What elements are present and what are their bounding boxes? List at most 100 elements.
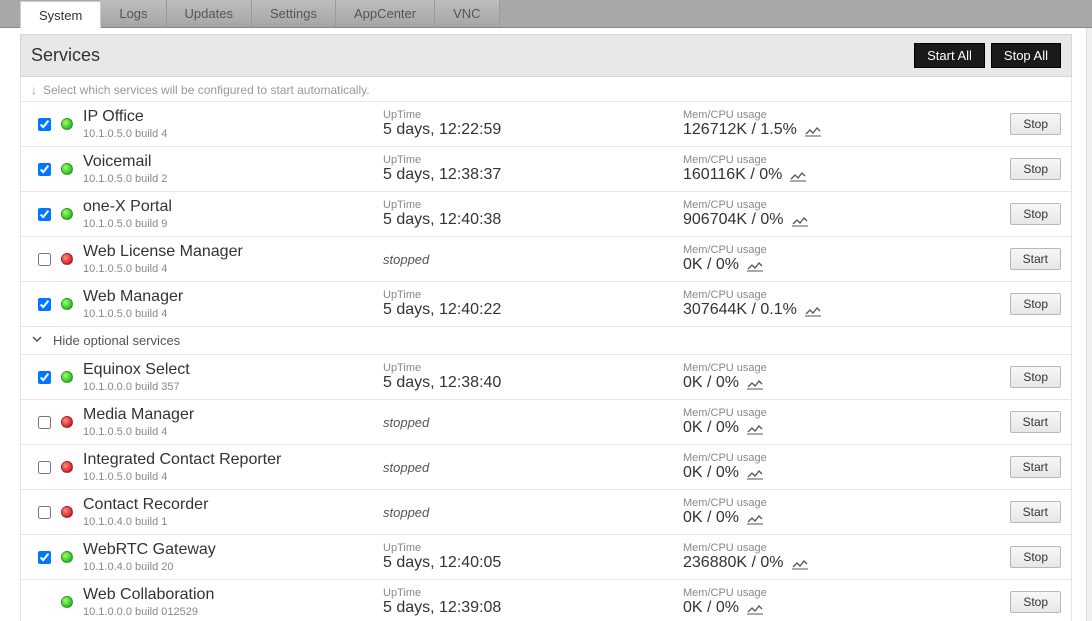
usage-value: 160116K / 0%	[683, 166, 782, 184]
service-row: Media Manager10.1.0.5.0 build 4stoppedMe…	[20, 400, 1072, 445]
autostart-checkbox[interactable]	[38, 506, 51, 519]
chart-icon[interactable]	[747, 512, 763, 524]
chart-icon[interactable]	[747, 602, 763, 614]
chart-icon[interactable]	[805, 304, 821, 316]
autostart-checkbox[interactable]	[38, 118, 51, 131]
usage-value: 236880K / 0%	[683, 554, 784, 572]
service-name: Integrated Contact Reporter	[83, 451, 383, 469]
service-row: Web License Manager10.1.0.5.0 build 4sto…	[20, 237, 1072, 282]
uptime-label: UpTime	[383, 154, 683, 166]
toggle-label: Hide optional services	[53, 333, 180, 348]
usage-label: Mem/CPU usage	[683, 452, 1001, 464]
uptime-label: UpTime	[383, 362, 683, 374]
uptime-label: UpTime	[383, 587, 683, 599]
chart-icon[interactable]	[792, 214, 808, 226]
service-row: Contact Recorder10.1.0.4.0 build 1stoppe…	[20, 490, 1072, 535]
usage-value: 0K / 0%	[683, 256, 739, 274]
service-build: 10.1.0.0.0 build 012529	[83, 606, 383, 618]
usage-label: Mem/CPU usage	[683, 542, 1001, 554]
chevron-down-icon	[31, 333, 43, 348]
usage-label: Mem/CPU usage	[683, 109, 1001, 121]
tab-vnc[interactable]: VNC	[435, 0, 499, 27]
status-running-icon	[61, 596, 73, 608]
chart-icon[interactable]	[747, 467, 763, 479]
start-all-button[interactable]: Start All	[914, 43, 985, 68]
service-build: 10.1.0.5.0 build 4	[83, 308, 383, 320]
uptime-label: UpTime	[383, 289, 683, 301]
chart-icon[interactable]	[747, 377, 763, 389]
autostart-checkbox[interactable]	[38, 208, 51, 221]
autostart-checkbox[interactable]	[38, 371, 51, 384]
service-row: Equinox Select10.1.0.0.0 build 357UpTime…	[20, 355, 1072, 400]
autostart-checkbox[interactable]	[38, 461, 51, 474]
status-running-icon	[61, 371, 73, 383]
stop-button[interactable]: Stop	[1010, 546, 1061, 568]
start-button[interactable]: Start	[1010, 248, 1061, 270]
service-row: Voicemail 10.1.0.5.0 build 2UpTime5 days,…	[20, 147, 1072, 192]
usage-label: Mem/CPU usage	[683, 497, 1001, 509]
stop-button[interactable]: Stop	[1010, 203, 1061, 225]
status-running-icon	[61, 163, 73, 175]
autostart-checkbox[interactable]	[38, 298, 51, 311]
service-build: 10.1.0.0.0 build 357	[83, 381, 383, 393]
status-stopped-icon	[61, 506, 73, 518]
stop-button[interactable]: Stop	[1010, 158, 1061, 180]
service-row: Web Collaboration 10.1.0.0.0 build 012529…	[20, 580, 1072, 621]
stop-button[interactable]: Stop	[1010, 113, 1061, 135]
service-name: WebRTC Gateway	[83, 541, 383, 559]
service-name: Voicemail	[83, 153, 383, 171]
start-button[interactable]: Start	[1010, 501, 1061, 523]
usage-value: 307644K / 0.1%	[683, 301, 797, 319]
service-name: Web Collaboration	[83, 586, 383, 604]
stop-button[interactable]: Stop	[1010, 591, 1061, 613]
stopped-label: stopped	[383, 460, 683, 475]
usage-value: 906704K / 0%	[683, 211, 784, 229]
service-build: 10.1.0.5.0 build 4	[83, 471, 383, 483]
usage-label: Mem/CPU usage	[683, 407, 1001, 419]
autostart-checkbox[interactable]	[38, 551, 51, 564]
service-row: IP Office10.1.0.5.0 build 4UpTime5 days,…	[20, 102, 1072, 147]
autostart-checkbox[interactable]	[38, 416, 51, 429]
start-button[interactable]: Start	[1010, 411, 1061, 433]
service-row: Integrated Contact Reporter 10.1.0.5.0 bu…	[20, 445, 1072, 490]
usage-value: 0K / 0%	[683, 509, 739, 527]
stop-button[interactable]: Stop	[1010, 293, 1061, 315]
usage-label: Mem/CPU usage	[683, 199, 1001, 211]
autostart-checkbox[interactable]	[38, 163, 51, 176]
tab-bar: SystemLogsUpdatesSettingsAppCenterVNC	[0, 0, 1092, 28]
toggle-optional-services[interactable]: Hide optional services	[20, 327, 1072, 355]
uptime-value: 5 days, 12:39:08	[383, 599, 683, 617]
chart-icon[interactable]	[747, 259, 763, 271]
chart-icon[interactable]	[805, 124, 821, 136]
tab-logs[interactable]: Logs	[101, 0, 166, 27]
usage-label: Mem/CPU usage	[683, 587, 1001, 599]
stop-all-button[interactable]: Stop All	[991, 43, 1061, 68]
uptime-label: UpTime	[383, 109, 683, 121]
tab-appcenter[interactable]: AppCenter	[336, 0, 435, 27]
stopped-label: stopped	[383, 415, 683, 430]
uptime-value: 5 days, 12:38:37	[383, 166, 683, 184]
uptime-label: UpTime	[383, 542, 683, 554]
uptime-value: 5 days, 12:38:40	[383, 374, 683, 392]
service-build: 10.1.0.5.0 build 4	[83, 426, 383, 438]
scrollbar[interactable]	[1086, 28, 1092, 621]
status-stopped-icon	[61, 461, 73, 473]
chart-icon[interactable]	[747, 422, 763, 434]
uptime-label: UpTime	[383, 199, 683, 211]
service-row: one-X Portal10.1.0.5.0 build 9UpTime5 da…	[20, 192, 1072, 237]
autostart-checkbox[interactable]	[38, 253, 51, 266]
tab-settings[interactable]: Settings	[252, 0, 336, 27]
chart-icon[interactable]	[792, 557, 808, 569]
chart-icon[interactable]	[790, 169, 806, 181]
start-button[interactable]: Start	[1010, 456, 1061, 478]
status-running-icon	[61, 208, 73, 220]
service-name: Web License Manager	[83, 243, 383, 261]
arrow-down-icon: ↓	[31, 83, 37, 97]
tab-updates[interactable]: Updates	[167, 0, 252, 27]
service-name: one-X Portal	[83, 198, 383, 216]
service-build: 10.1.0.5.0 build 2	[83, 173, 383, 185]
autostart-hint: ↓ Select which services will be configur…	[20, 77, 1072, 102]
tab-system[interactable]: System	[20, 1, 101, 28]
stop-button[interactable]: Stop	[1010, 366, 1061, 388]
service-build: 10.1.0.5.0 build 4	[83, 128, 383, 140]
